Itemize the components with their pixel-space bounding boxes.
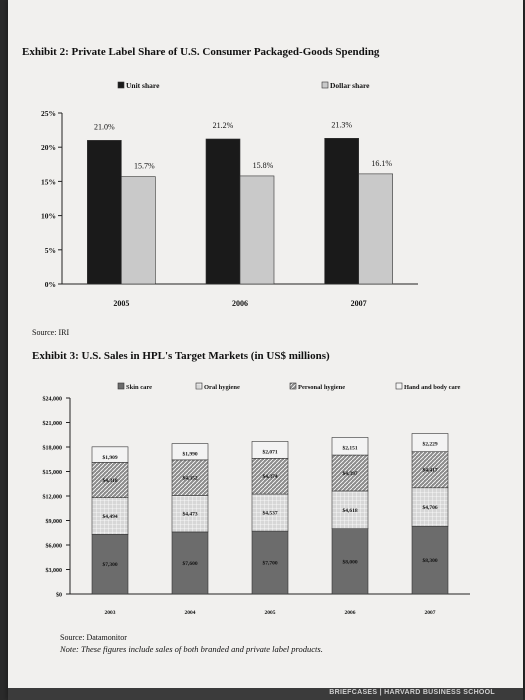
bar-dollar-2005 [121,176,156,285]
bar-unit-2006 [205,138,241,285]
exhibit3-note: Note: These figures include sales of bot… [60,644,323,654]
segment-oral-hygiene-2007 [411,487,449,527]
y-tick-label: $24,000 [43,396,63,403]
legend-swatch-skin-care [117,382,125,390]
data-label: $4,374 [262,473,277,480]
segment-personal-hygiene-2006 [331,454,369,492]
footer-band [8,688,523,700]
x-tick-label: 2005 [265,610,276,616]
x-tick-label: 2006 [345,610,356,616]
footer-text: BRIEFCASES | HARVARD BUSINESS SCHOOL [329,689,495,696]
bar-unit-2007 [324,138,359,285]
legend-swatch-hand-body-care [395,382,403,390]
segment-oral-hygiene-2003 [91,497,129,535]
x-tick-label: 2005 [113,299,129,308]
segment-skin-care-2007 [411,525,449,595]
segment-skin-care-2006 [331,528,369,595]
data-label: $4,494 [102,513,117,520]
y-tick-label: $21,000 [43,420,63,427]
segment-oral-hygiene-2004 [171,495,209,533]
y-tick-label: 5% [45,246,56,255]
y-tick-label: 10% [41,212,56,221]
segment-oral-hygiene-2005 [251,493,289,532]
data-label: 15.8% [253,161,274,170]
y-tick-label: $9,000 [46,518,63,525]
segment-hand-body-care-2003 [91,446,129,463]
data-label: $2,229 [422,441,437,448]
data-label: 21.3% [331,120,352,129]
legend-swatch-personal-hygiene [289,382,297,390]
data-label: $1,990 [182,451,197,458]
target-markets-sales-chart: $0 $3,000 $6,000 $9,000 $12,000 $15,000 $18,00… [43,382,470,616]
x-tick-label: 2003 [105,610,116,616]
x-tick-label: 2004 [185,610,196,616]
legend-swatch-unit [117,81,125,89]
y-tick-label: $12,000 [43,494,63,501]
x-tick-label: 2007 [425,610,436,616]
exhibit3-source: Source: Datamonitor [60,633,127,642]
data-label: $4,397 [342,470,357,477]
y-tick-label: 0% [45,280,56,289]
data-label: $4,318 [102,477,117,484]
exhibit2-title: Exhibit 2: Private Label Share of U.S. C… [22,46,380,58]
data-label: $4,473 [182,511,197,518]
data-label: $4,417 [422,467,437,474]
unit-dollar-share-chart: 0% 5% 10% 15% 20% 25% 21.0% 15.7% 2005 21.2% 15.8%… [41,81,418,308]
legend-swatch-oral-hygiene [195,382,203,390]
segment-hand-body-care-2005 [251,441,289,459]
data-label: $2,151 [342,444,357,451]
data-label: $8,000 [342,558,357,565]
legend-label: Unit share [126,81,160,90]
x-tick-label: 2007 [351,299,367,308]
y-tick-label: $6,000 [46,543,63,550]
data-label: 21.0% [94,122,115,131]
bar-dollar-2007 [358,173,393,285]
segment-personal-hygiene-2004 [171,459,209,496]
data-label: 15.7% [134,162,155,171]
segment-skin-care-2004 [171,531,209,595]
segment-skin-care-2003 [91,534,129,595]
legend-label: Skin care [126,384,152,391]
y-tick-label: $0 [56,592,62,599]
data-label: $4,706 [422,504,437,511]
legend-label: Oral hygiene [204,384,240,391]
data-label: $4,352 [182,475,197,482]
segment-skin-care-2005 [251,530,289,595]
legend-label: Dollar share [330,81,370,90]
data-label: $4,618 [342,507,357,514]
data-label: $4,537 [262,510,277,517]
y-tick-label: $3,000 [46,567,63,574]
data-label: $8,300 [422,557,437,564]
y-tick-label: $15,000 [43,469,63,476]
segment-hand-body-care-2007 [411,433,449,453]
data-label: $1,909 [102,454,117,461]
segment-hand-body-care-2006 [331,437,369,456]
data-label: 21.2% [213,121,234,130]
segment-hand-body-care-2004 [171,443,209,461]
y-tick-label: $18,000 [43,445,63,452]
data-label: 16.1% [371,159,392,168]
segment-personal-hygiene-2005 [251,458,289,495]
y-tick-label: 20% [41,143,56,152]
data-label: $2,071 [262,448,277,455]
segment-oral-hygiene-2006 [331,490,369,529]
segment-personal-hygiene-2003 [91,462,129,498]
data-label: $7,300 [102,561,117,568]
y-tick-label: 15% [41,177,56,186]
bar-dollar-2006 [239,175,275,285]
exhibit2-source: Source: IRI [32,328,70,337]
legend-label: Hand and body care [404,384,461,391]
segment-personal-hygiene-2007 [411,451,449,489]
x-tick-label: 2006 [232,299,248,308]
data-label: $7,600 [182,560,197,567]
legend-label: Personal hygiene [298,384,345,391]
data-label: $7,700 [262,560,277,567]
exhibit3-title: Exhibit 3: U.S. Sales in HPL's Target Ma… [32,350,330,362]
y-tick-label: 25% [41,109,56,118]
legend-swatch-dollar [321,81,329,89]
